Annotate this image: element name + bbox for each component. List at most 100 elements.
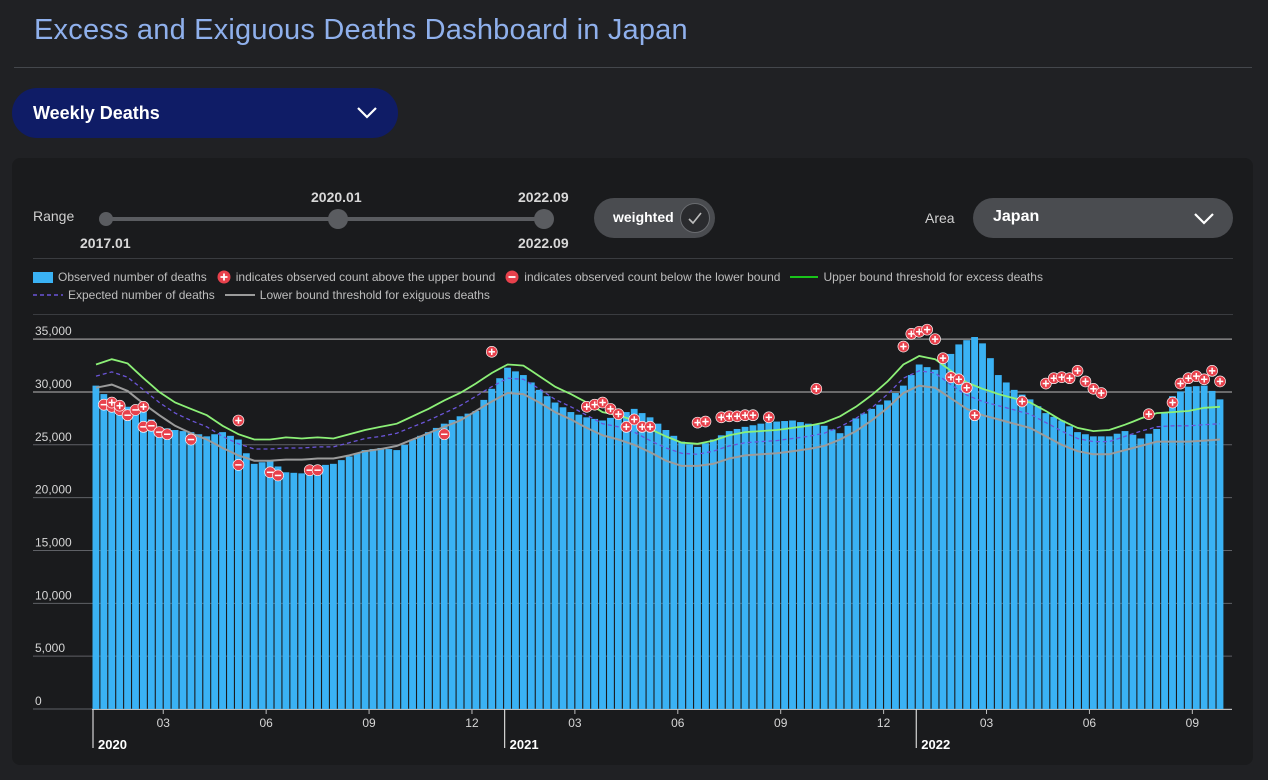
minus-marker-icon <box>505 270 519 284</box>
legend-row-1: Observed number of deaths indicates obse… <box>33 270 1053 284</box>
range-min-handle[interactable] <box>99 212 113 226</box>
bar-week-114 <box>994 375 1002 709</box>
bar-week-26 <box>298 473 306 709</box>
bar-week-123 <box>1066 426 1073 709</box>
bar-week-52 <box>504 367 511 709</box>
bar-week-0 <box>92 385 100 709</box>
legend-bottom-divider <box>33 314 1233 315</box>
bar-week-133 <box>1145 433 1153 709</box>
header-divider <box>14 67 1252 68</box>
bar-week-4 <box>124 406 131 709</box>
year-label: 2021 <box>510 737 539 752</box>
bar-week-80 <box>725 431 733 709</box>
bar-week-71 <box>654 423 662 709</box>
bar-week-21 <box>258 462 266 709</box>
bar-week-140 <box>1200 385 1208 709</box>
bar-week-69 <box>638 413 646 709</box>
x-tick-label: 06 <box>259 716 273 730</box>
bar-week-77 <box>702 443 709 709</box>
lower-line-swatch <box>224 294 255 296</box>
expected-line <box>95 370 1221 455</box>
y-tick-label: 0 <box>35 694 42 708</box>
y-tick-label: 10,000 <box>35 588 72 602</box>
bar-week-67 <box>622 412 630 709</box>
bar-week-142 <box>1216 399 1224 709</box>
legend-below[interactable]: indicates observed count below the lower… <box>505 270 780 284</box>
bar-week-54 <box>519 375 527 709</box>
bar-week-60 <box>567 412 575 709</box>
bar-week-115 <box>1002 382 1010 709</box>
year-label: 2020 <box>98 737 127 752</box>
y-tick-label: 15,000 <box>35 535 72 549</box>
expected-line-swatch <box>33 294 63 296</box>
bar-week-101 <box>892 393 899 709</box>
bar-week-86 <box>773 421 781 709</box>
bar-week-6 <box>139 412 147 709</box>
bar-week-25 <box>290 472 298 709</box>
bar-week-68 <box>630 408 638 709</box>
bar-week-95 <box>844 425 852 709</box>
bar-week-5 <box>132 409 139 709</box>
lower-bound-line <box>95 383 1221 467</box>
bar-week-30 <box>329 463 337 709</box>
bar-week-65 <box>607 417 614 709</box>
bar-week-1 <box>100 394 108 709</box>
bar-week-85 <box>765 422 773 709</box>
upper-line-swatch <box>790 276 819 278</box>
bar-week-53 <box>512 371 519 709</box>
bar-week-109 <box>955 344 963 709</box>
bar-week-12 <box>187 432 195 709</box>
bar-week-57 <box>543 396 551 709</box>
bar-week-89 <box>797 422 804 709</box>
weighted-toggle[interactable]: weighted <box>594 198 715 238</box>
bar-week-59 <box>559 407 567 709</box>
range-slider-track[interactable] <box>106 217 544 221</box>
bar-week-35 <box>369 449 377 709</box>
chevron-down-icon <box>357 107 377 119</box>
bar-week-116 <box>1010 389 1018 709</box>
bar-week-41 <box>417 435 424 709</box>
bar-week-40 <box>409 439 416 709</box>
bar-week-56 <box>535 389 543 709</box>
bar-week-20 <box>250 463 258 709</box>
bar-week-139 <box>1192 386 1200 709</box>
weighted-checkbox[interactable] <box>680 203 710 233</box>
bar-week-103 <box>907 375 915 709</box>
bar-week-113 <box>987 358 994 709</box>
bar-week-121 <box>1050 416 1058 709</box>
bar-week-70 <box>646 417 654 709</box>
range-end-handle[interactable] <box>534 209 554 229</box>
bar-week-27 <box>306 469 314 709</box>
bar-week-11 <box>179 431 187 709</box>
bar-week-132 <box>1137 438 1145 709</box>
bar-week-73 <box>670 435 678 709</box>
legend-upper[interactable]: Upper bound threshold for excess deaths <box>790 270 1043 284</box>
bar-week-138 <box>1184 386 1192 709</box>
bar-week-125 <box>1082 434 1089 709</box>
bar-week-82 <box>741 426 749 709</box>
bar-week-136 <box>1169 396 1176 709</box>
area-dropdown[interactable]: Japan <box>973 198 1233 238</box>
check-icon <box>688 212 702 225</box>
chevron-down-icon <box>1194 213 1214 225</box>
upper-bound-line <box>95 355 1221 445</box>
legend-top-divider <box>33 258 1233 259</box>
bar-week-107 <box>939 361 947 709</box>
legend-below-label: indicates observed count below the lower… <box>524 270 781 284</box>
bar-week-94 <box>836 433 844 709</box>
year-label: 2022 <box>921 737 950 752</box>
metric-dropdown[interactable]: Weekly Deaths <box>12 88 398 138</box>
legend-expected[interactable]: Expected number of deaths <box>33 288 215 302</box>
legend-lower[interactable]: Lower bound threshold for exiguous death… <box>224 288 490 302</box>
bar-week-99 <box>876 404 884 709</box>
legend-observed[interactable]: Observed number of deaths <box>33 270 207 284</box>
legend-observed-label: Observed number of deaths <box>58 270 207 284</box>
bar-week-31 <box>337 460 345 709</box>
legend-above[interactable]: indicates observed count above the upper… <box>217 270 495 284</box>
y-tick-label: 20,000 <box>35 483 72 497</box>
bar-week-17 <box>227 435 234 709</box>
range-start-handle[interactable] <box>328 209 348 229</box>
bar-week-42 <box>424 432 432 709</box>
bar-week-110 <box>963 340 971 709</box>
